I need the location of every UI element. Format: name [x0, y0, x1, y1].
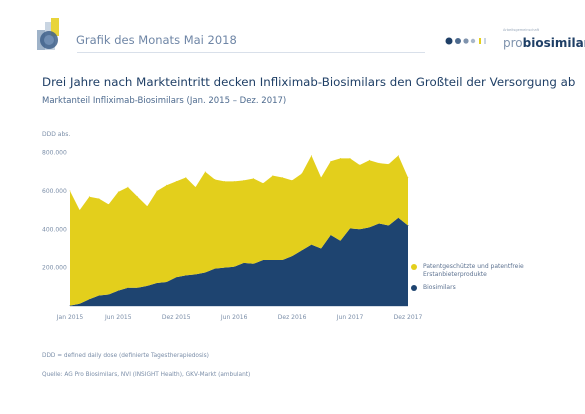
data-point — [166, 184, 167, 186]
source-note: Quelle: AG Pro Biosimilars, NVI (INSIGHT… — [42, 372, 251, 378]
x-tick-label: Jan 2015 — [56, 314, 84, 321]
brand-tagline: Arbeitsgemeinschaft — [503, 28, 540, 32]
data-point — [214, 179, 216, 180]
series-area-1 — [70, 155, 408, 306]
data-point — [349, 157, 351, 159]
data-point — [98, 198, 100, 200]
data-point — [233, 180, 235, 182]
data-point — [272, 175, 274, 177]
data-point — [156, 190, 158, 192]
x-axis: Jan 2015 Jun 2015 Dez 2015 Jun 2016 Dez 2016… — [56, 306, 423, 321]
data-point — [69, 190, 71, 192]
data-point — [146, 205, 148, 207]
data-point — [262, 182, 264, 184]
data-point — [282, 177, 283, 178]
data-point — [253, 178, 254, 179]
data-point — [368, 159, 370, 161]
y-axis: DDD abs. 200.000 400.000 600.000 800.000 — [42, 131, 70, 272]
data-point — [224, 180, 225, 182]
data-point — [407, 177, 409, 178]
x-tick-label: Dez 2015 — [162, 314, 191, 321]
data-point — [79, 209, 81, 211]
x-tick-label: Dez 2016 — [278, 314, 307, 321]
brand-dots-icon — [445, 30, 499, 49]
data-point — [378, 162, 380, 164]
x-tick-label: Jun 2017 — [336, 314, 364, 321]
series-area-0 — [70, 217, 408, 306]
data-point — [359, 164, 361, 166]
x-tick-label: Dez 2017 — [394, 314, 423, 321]
data-point — [108, 203, 110, 205]
data-point — [195, 186, 196, 188]
data-point — [243, 179, 245, 181]
data-point — [320, 177, 322, 178]
y-tick-label: 400.000 — [42, 226, 67, 233]
header-title: Grafik des Monats Mai 2018 — [76, 33, 237, 47]
data-point — [340, 157, 341, 159]
logo-bar-3 — [51, 18, 59, 36]
data-point — [127, 186, 129, 188]
y-tick-label: 600.000 — [42, 188, 67, 195]
series-layer — [69, 155, 409, 307]
logo-icon — [33, 16, 71, 58]
legend-item-originator: Patentgeschützte und patentfreie Erstanb… — [411, 263, 548, 279]
data-point — [397, 155, 399, 156]
data-point — [185, 177, 187, 178]
brand-logo: Arbeitsgemeinschaft probiosimilars — [445, 26, 585, 56]
data-point — [117, 191, 119, 193]
data-point — [330, 160, 332, 162]
brand-wordmark: probiosimilars — [503, 36, 585, 50]
data-point — [291, 179, 293, 181]
data-point — [137, 196, 139, 198]
x-tick-label: Jun 2015 — [104, 314, 132, 321]
x-tick-label: Jun 2016 — [220, 314, 248, 321]
data-point — [311, 155, 312, 156]
data-point — [388, 163, 390, 165]
legend-swatch-biosimilars — [411, 285, 417, 291]
data-point — [175, 180, 177, 182]
data-point — [301, 173, 303, 175]
data-point — [204, 171, 206, 173]
brand-word-pro: pro — [503, 36, 523, 50]
y-tick-label: 800.000 — [42, 150, 67, 157]
legend-label-originator: Patentgeschützte und patentfreie Erstanb… — [423, 263, 524, 278]
legend-swatch-originator — [411, 264, 417, 270]
y-tick-label: 200.000 — [42, 265, 67, 272]
header-divider — [77, 52, 425, 53]
y-axis-label: DDD abs. — [42, 131, 70, 138]
legend-label-biosimilars: Biosimilars — [423, 284, 456, 291]
footnote: DDD = defined daily dose (definierte Tag… — [42, 353, 209, 359]
data-point — [88, 196, 90, 198]
chart-headline: Drei Jahre nach Markteintritt decken Inf… — [42, 75, 576, 89]
legend-item-biosimilars: Biosimilars — [411, 284, 456, 292]
chart-subtitle: Marktanteil Infliximab-Biosimilars (Jan.… — [42, 96, 287, 106]
logo-circle-inner — [44, 35, 54, 45]
brand-word-bio: biosimilars — [522, 36, 585, 50]
